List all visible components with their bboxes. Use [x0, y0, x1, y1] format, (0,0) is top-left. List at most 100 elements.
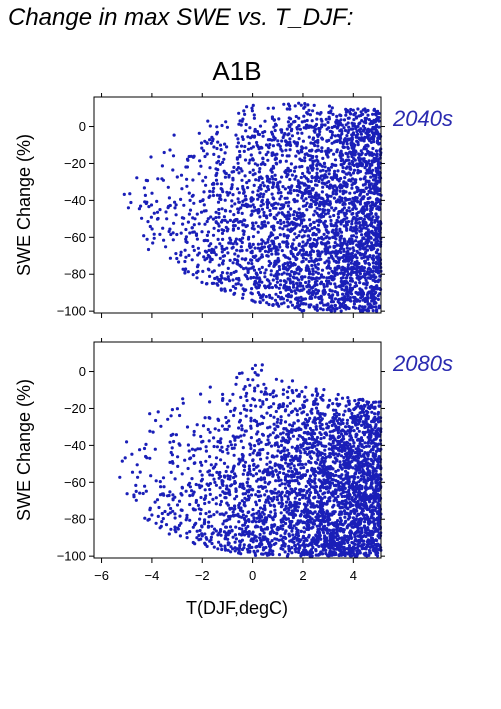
scatter-point	[149, 203, 154, 207]
scatter-point	[377, 252, 381, 256]
scatter-point	[354, 207, 358, 211]
scatter-point	[248, 242, 252, 246]
scatter-point	[249, 153, 253, 157]
scatter-point	[329, 218, 333, 223]
scatter-point	[258, 398, 262, 402]
scatter-point	[295, 281, 299, 285]
scatter-point	[284, 139, 288, 143]
scatter-point	[308, 250, 312, 254]
scatter-point	[285, 107, 289, 111]
scatter-point	[193, 217, 197, 221]
scatter-point	[266, 238, 270, 242]
scatter-point	[175, 256, 179, 261]
scatter-point	[201, 179, 205, 183]
scatter-point	[279, 194, 283, 198]
scatter-point	[232, 453, 236, 457]
scatter-point	[359, 153, 363, 157]
scatter-point	[262, 192, 266, 196]
scatter-point	[142, 234, 146, 238]
scatter-point	[308, 218, 312, 222]
scatter-point	[266, 106, 270, 110]
scatter-point	[283, 550, 287, 554]
scatter-point	[250, 249, 254, 253]
scatter-point	[213, 427, 217, 431]
scatter-point	[295, 267, 299, 272]
scatter-point	[272, 206, 276, 210]
scatter-point	[275, 498, 280, 502]
scatter-point	[333, 290, 337, 294]
scatter-point	[174, 252, 178, 256]
scatter-point	[342, 181, 346, 185]
scatter-point	[220, 218, 225, 222]
scatter-point	[359, 198, 363, 202]
scatter-point	[317, 179, 321, 184]
scatter-point	[150, 191, 154, 195]
scatter-point	[169, 527, 173, 531]
scatter-point	[239, 238, 243, 243]
scatter-point	[211, 531, 215, 535]
scatter-point	[259, 440, 263, 444]
scatter-point	[289, 300, 293, 304]
scatter-point	[313, 473, 317, 477]
scatter-point	[358, 304, 362, 308]
scatter-point	[366, 161, 370, 165]
scatter-point	[328, 215, 332, 219]
scatter-point	[190, 226, 194, 230]
scatter-point	[354, 281, 358, 285]
scatter-point	[242, 404, 246, 408]
scatter-point	[246, 186, 250, 190]
scatter-point	[339, 136, 343, 140]
scatter-point	[377, 111, 381, 116]
scatter-point	[360, 136, 364, 140]
scatter-point	[367, 261, 371, 266]
scatter-point	[259, 457, 263, 461]
scatter-point	[326, 248, 330, 252]
scatter-point	[267, 235, 271, 239]
scatter-point	[338, 141, 342, 145]
scatter-point	[319, 212, 323, 217]
scatter-point	[236, 197, 240, 201]
scatter-point	[309, 256, 313, 260]
scatter-point	[248, 170, 252, 174]
scatter-point	[363, 520, 367, 524]
scatter-point	[278, 267, 282, 272]
scatter-point	[321, 156, 325, 160]
scatter-point	[374, 269, 378, 273]
scatter-point	[342, 145, 346, 149]
scatter-point	[275, 270, 279, 274]
scatter-point	[350, 270, 354, 275]
scatter-point	[192, 154, 196, 158]
scatter-point	[199, 392, 203, 396]
scatter-point	[299, 175, 303, 180]
scatter-point	[309, 164, 313, 168]
scatter-point	[157, 505, 161, 510]
scatter-point	[335, 224, 339, 228]
scatter-point	[342, 189, 346, 193]
scatter-point	[233, 257, 237, 262]
scatter-point	[266, 158, 270, 162]
scatter-point	[160, 164, 164, 168]
scatter-point	[226, 266, 230, 270]
scatter-point	[265, 205, 270, 210]
scatter-point	[376, 192, 380, 196]
scatter-point	[248, 442, 252, 446]
scatter-point	[259, 204, 263, 208]
scatter-point	[365, 309, 369, 313]
scatter-point	[292, 120, 296, 124]
scatter-point	[352, 229, 356, 233]
scatter-point	[356, 132, 360, 136]
scatter-point	[220, 231, 225, 235]
scatter-point	[244, 526, 248, 531]
scatter-point	[293, 289, 297, 293]
scatter-point	[214, 178, 219, 182]
scatter-point	[258, 151, 262, 155]
scatter-point	[317, 236, 321, 240]
scatter-point	[217, 215, 221, 219]
scatter-point	[275, 276, 279, 280]
scatter-point	[234, 269, 238, 273]
scatter-point	[181, 397, 185, 401]
scatter-point	[293, 177, 297, 181]
scatter-point	[265, 203, 270, 207]
scatter-point	[371, 447, 375, 451]
scatter-point	[342, 273, 346, 277]
